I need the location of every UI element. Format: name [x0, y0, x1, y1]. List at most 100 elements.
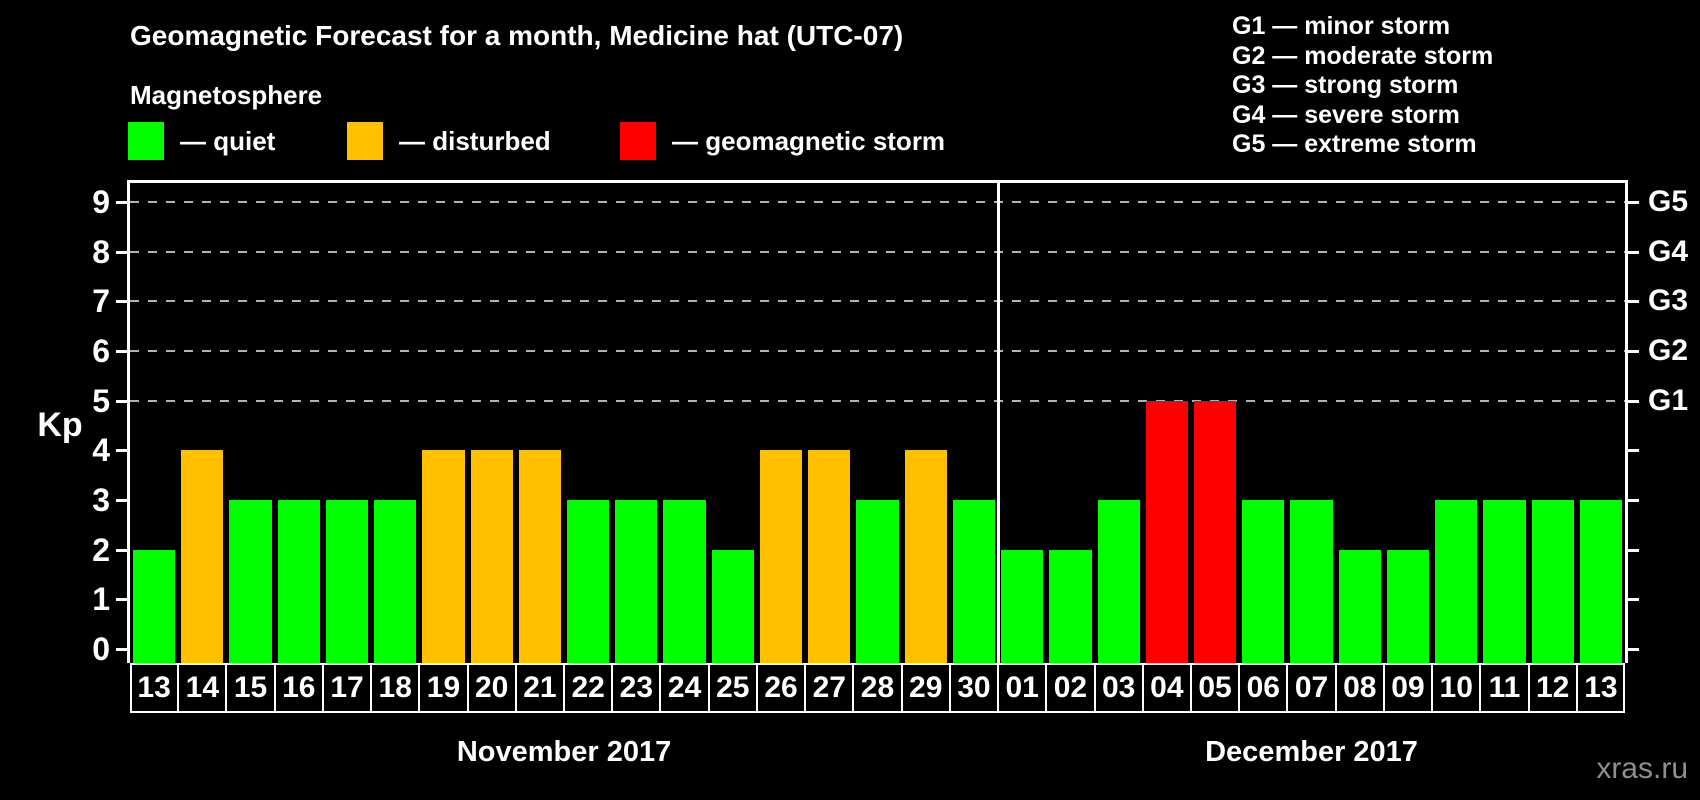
day-label-07: 07 [1294, 671, 1329, 704]
right-tick-7 [1625, 300, 1639, 304]
month-separator [996, 183, 1000, 663]
month-label-december: December 2017 [1205, 736, 1418, 768]
day-label-27: 27 [812, 671, 846, 704]
day-cell-divider [1431, 665, 1434, 711]
y-axis-title: Kp [37, 406, 83, 444]
kp-bar-day-22 [567, 500, 610, 663]
left-tick-9 [116, 200, 130, 204]
g-scale-legend: G1 — minor storm G2 — moderate storm G3 … [1232, 12, 1493, 160]
g5-legend-line: G5 — extreme storm [1232, 130, 1477, 158]
day-label-08: 08 [1343, 671, 1377, 704]
legend-label-storm: — geomagnetic storm [672, 125, 946, 156]
day-label-25: 25 [716, 671, 750, 704]
kp-bar-day-09 [1386, 549, 1430, 663]
g-scale-label-G4: G4 [1648, 234, 1689, 268]
right-tick-2 [1625, 548, 1639, 552]
day-label-11: 11 [1488, 671, 1521, 704]
day-cell-divider [1093, 665, 1096, 711]
right-tick-3 [1625, 498, 1639, 502]
day-cell-divider [804, 665, 807, 711]
left-tick-8 [116, 250, 130, 254]
day-cell-divider [611, 665, 614, 711]
day-label-29: 29 [909, 671, 943, 704]
gridline-kp-8 [130, 250, 1625, 253]
magnetosphere-label: Magnetosphere [130, 80, 323, 110]
day-label-17: 17 [330, 671, 364, 704]
gridline-kp-6 [130, 349, 1625, 352]
y-tick-label-5: 5 [92, 382, 110, 419]
gridline-kp-9 [130, 200, 1625, 203]
y-tick-label-6: 6 [92, 332, 110, 369]
day-label-04: 04 [1150, 671, 1184, 704]
xras-watermark-link[interactable]: xras.ru [1596, 752, 1688, 785]
day-label-26: 26 [764, 671, 798, 704]
kp-bar-day-17 [325, 500, 369, 663]
kp-bar-day-06 [1242, 500, 1285, 663]
left-tick-4 [116, 449, 130, 453]
right-tick-0 [1625, 648, 1639, 651]
kp-bar-day-02 [1049, 549, 1092, 663]
kp-bar-day-29 [904, 450, 947, 663]
left-tick-6 [116, 349, 130, 353]
kp-bar-day-16 [277, 500, 320, 663]
day-cell-divider [321, 665, 324, 711]
kp-bar-day-13 [1579, 500, 1622, 663]
day-cell-divider [948, 665, 951, 711]
day-label-12: 12 [1535, 671, 1570, 704]
kp-bar-day-04 [1145, 400, 1188, 663]
right-tick-4 [1625, 449, 1639, 453]
day-label-03: 03 [1101, 671, 1136, 704]
y-tick-label-1: 1 [92, 581, 110, 618]
kp-bar-day-19 [422, 450, 465, 663]
day-cell-divider [370, 665, 373, 711]
kp-bar-day-07 [1290, 500, 1333, 663]
g4-legend-line: G4 — severe storm [1232, 100, 1460, 129]
day-label-24: 24 [667, 671, 702, 704]
day-label-22: 22 [571, 671, 605, 704]
kp-bar-day-26 [759, 450, 803, 663]
day-cell-divider [514, 665, 517, 711]
kp-bar-day-13 [133, 549, 176, 663]
left-tick-7 [116, 300, 130, 304]
day-cell-divider [1479, 665, 1482, 711]
right-tick-1 [1625, 598, 1639, 602]
day-label-20: 20 [475, 671, 509, 704]
y-tick-label-9: 9 [92, 183, 110, 220]
g1-legend-line: G1 — minor storm [1232, 12, 1451, 40]
kp-bar-day-18 [374, 500, 417, 663]
day-cell-divider [1286, 665, 1289, 711]
disturbed-color-swatch [347, 122, 383, 160]
legend-label-disturbed: — disturbed [399, 125, 551, 156]
gridline-kp-5 [130, 399, 1625, 402]
day-cell-divider [466, 665, 469, 711]
kp-bar-day-15 [229, 500, 272, 663]
day-cell-divider [755, 665, 758, 711]
left-tick-0 [116, 648, 130, 651]
day-label-23: 23 [619, 671, 654, 704]
day-label-01: 01 [1005, 671, 1039, 704]
day-cell-divider [225, 665, 228, 711]
right-tick-5 [1625, 399, 1639, 403]
y-tick-label-3: 3 [92, 481, 110, 518]
day-cell-divider [659, 665, 662, 711]
g2-legend-line: G2 — moderate storm [1232, 41, 1494, 70]
day-cell-divider [1382, 665, 1385, 711]
y-tick-label-4: 4 [92, 432, 110, 469]
left-tick-3 [116, 498, 130, 502]
kp-bar-day-28 [856, 500, 899, 663]
kp-bar-day-12 [1531, 500, 1574, 663]
month-label-november: November 2017 [456, 736, 672, 768]
plot-area [127, 180, 1628, 663]
right-tick-6 [1625, 349, 1639, 353]
day-cell-divider [1045, 665, 1048, 711]
kp-bar-day-20 [470, 450, 513, 663]
day-cell-divider [273, 665, 276, 711]
kp-bar-day-21 [518, 450, 562, 663]
kp-bar-day-01 [1001, 549, 1044, 663]
day-label-10: 10 [1439, 671, 1473, 704]
kp-bar-day-25 [711, 549, 754, 663]
day-label-02: 02 [1053, 671, 1088, 704]
g-scale-label-G1: G1 [1648, 383, 1689, 417]
day-label-30: 30 [957, 671, 991, 704]
day-cell-divider [852, 665, 855, 711]
